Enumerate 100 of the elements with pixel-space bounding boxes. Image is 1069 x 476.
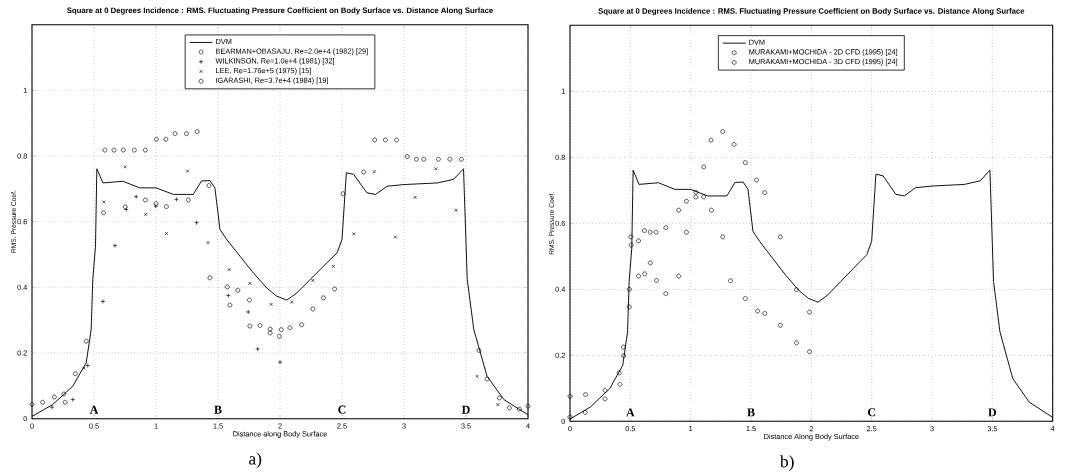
point: [743, 160, 748, 165]
point: [693, 189, 699, 195]
point: [287, 325, 293, 331]
point: [434, 167, 438, 171]
point: [663, 225, 669, 230]
point: [372, 137, 378, 143]
point: [653, 229, 659, 235]
point: [311, 278, 315, 283]
point: [247, 323, 253, 329]
point: [708, 137, 714, 143]
point: [267, 330, 273, 336]
point: [728, 278, 733, 284]
point: [100, 299, 106, 304]
point: [61, 391, 67, 397]
point: [414, 156, 419, 162]
point: [245, 309, 251, 315]
point: [102, 200, 106, 204]
point: [459, 156, 464, 162]
annotation: B: [214, 405, 222, 414]
point: [567, 414, 573, 420]
annotation: D: [461, 405, 470, 414]
point: [247, 297, 252, 303]
point: [352, 232, 356, 236]
point: [684, 198, 689, 204]
point: [436, 156, 441, 162]
point: [29, 402, 35, 407]
point: [255, 346, 261, 352]
point: [647, 260, 653, 266]
point: [663, 291, 669, 296]
text: a): [249, 452, 262, 469]
point: [807, 349, 812, 355]
point: [143, 212, 148, 217]
point: [636, 273, 641, 279]
point: [185, 169, 190, 173]
point: [720, 129, 726, 134]
point: [194, 129, 200, 135]
point: [83, 338, 89, 344]
point: [755, 308, 760, 314]
point: [194, 220, 199, 225]
point: [172, 131, 178, 137]
point: [277, 359, 283, 365]
point: [404, 154, 410, 159]
point: [654, 278, 659, 283]
point: [647, 229, 653, 235]
point: [794, 287, 799, 292]
point: [73, 371, 78, 377]
point: [701, 164, 707, 170]
point: [331, 264, 336, 269]
point: [794, 340, 799, 346]
point: [153, 201, 159, 206]
point: [642, 271, 648, 277]
point: [164, 231, 169, 236]
point: [332, 286, 337, 292]
point: [51, 394, 57, 400]
point: [476, 348, 482, 353]
text: b): [779, 455, 794, 471]
point: [731, 142, 737, 147]
point: [496, 402, 500, 407]
point: [676, 207, 682, 213]
point: [227, 302, 233, 308]
point: [447, 156, 453, 162]
point: [413, 195, 417, 200]
point: [120, 147, 126, 153]
point: [636, 238, 641, 244]
point: [507, 405, 512, 411]
point: [602, 396, 608, 402]
point: [777, 322, 783, 328]
point: [70, 397, 76, 402]
point: [628, 234, 634, 240]
point: [82, 366, 86, 370]
point: [626, 287, 632, 292]
point: [112, 243, 118, 248]
point: [248, 281, 252, 286]
point: [628, 242, 634, 248]
point: [164, 204, 169, 209]
point: [516, 406, 522, 412]
point: [278, 327, 284, 333]
point: [525, 403, 531, 409]
point: [617, 382, 623, 387]
point: [174, 197, 179, 202]
point: [269, 302, 273, 307]
point: [185, 197, 191, 203]
point: [602, 387, 608, 393]
point: [361, 169, 367, 175]
point: [621, 344, 626, 350]
point: [372, 170, 376, 174]
point: [122, 204, 128, 210]
point: [807, 309, 812, 315]
point: [762, 190, 768, 195]
point: [111, 147, 117, 153]
point: [206, 240, 210, 245]
point: [626, 304, 632, 310]
point: [62, 399, 68, 405]
point: [206, 183, 212, 188]
point: [743, 296, 748, 301]
point: [267, 326, 273, 332]
point: [709, 207, 714, 213]
point: [720, 234, 726, 240]
point: [642, 228, 647, 233]
point: [184, 131, 189, 137]
